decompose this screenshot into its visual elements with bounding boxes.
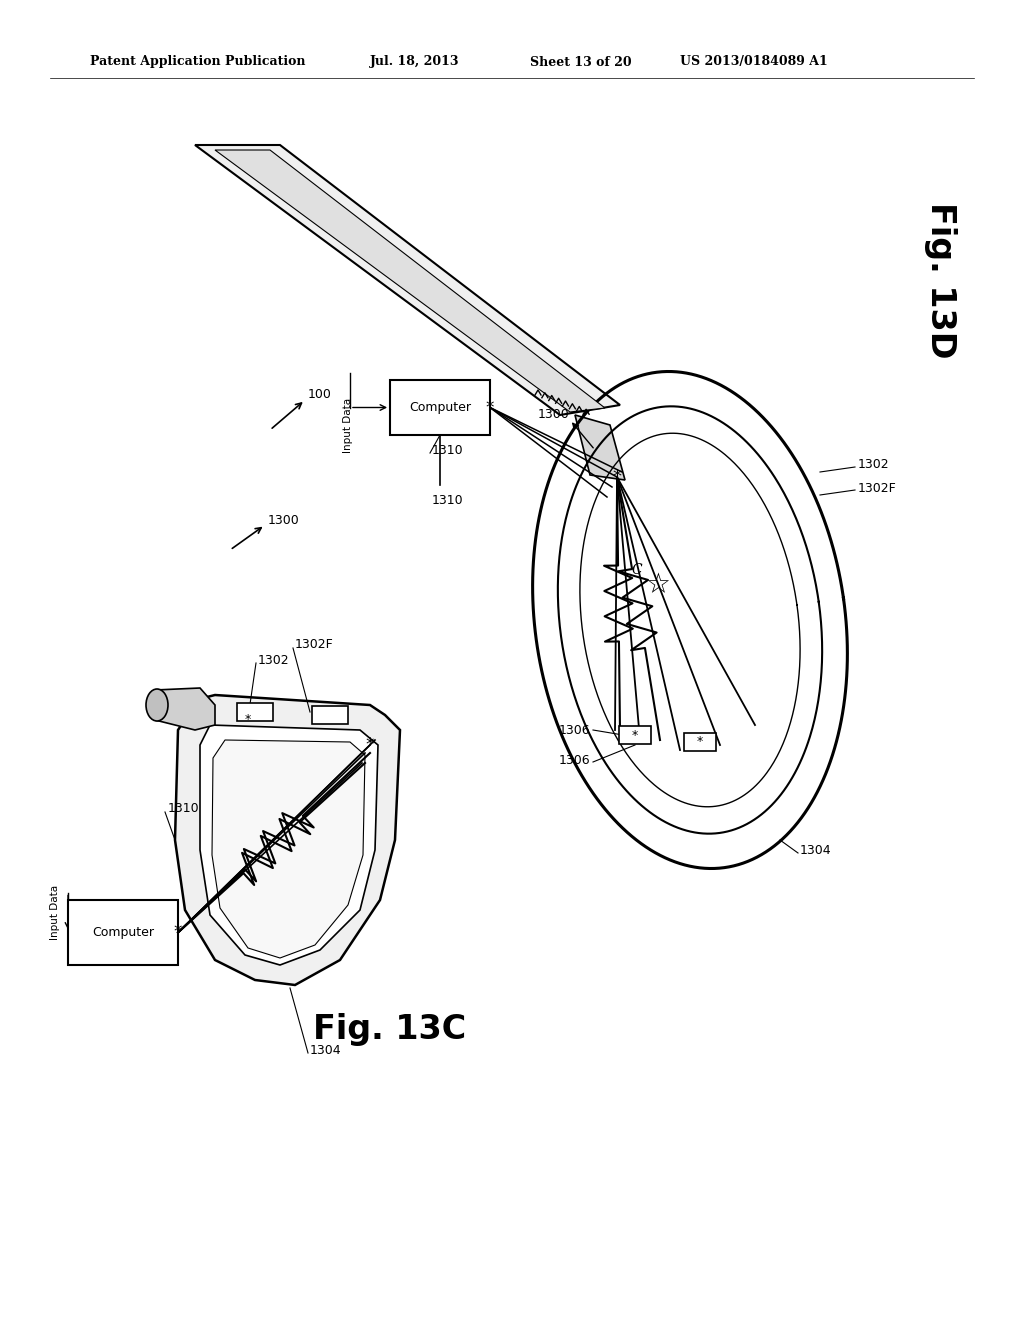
Text: 1302F: 1302F	[858, 482, 897, 495]
Polygon shape	[175, 696, 400, 985]
Text: *: *	[632, 729, 638, 742]
Polygon shape	[155, 688, 215, 730]
Text: Fig. 13C: Fig. 13C	[313, 1014, 467, 1047]
Bar	[390, 380, 490, 436]
Text: 1304: 1304	[310, 1044, 342, 1056]
Polygon shape	[532, 371, 848, 869]
Text: *: *	[612, 469, 622, 486]
Text: 1300: 1300	[268, 513, 300, 527]
Text: Computer: Computer	[92, 927, 154, 939]
Text: 1304: 1304	[800, 843, 831, 857]
Text: US 2013/0184089 A1: US 2013/0184089 A1	[680, 55, 827, 69]
Polygon shape	[215, 150, 605, 412]
Text: Input Data: Input Data	[50, 884, 60, 940]
Text: Fig. 13D: Fig. 13D	[924, 202, 956, 358]
Text: 100: 100	[308, 388, 332, 401]
Text: 1300: 1300	[539, 408, 570, 421]
Text: 1302F: 1302F	[295, 639, 334, 652]
Text: 1310: 1310	[432, 444, 464, 457]
Text: C: C	[632, 564, 642, 577]
Text: Jul. 18, 2013: Jul. 18, 2013	[370, 55, 460, 69]
Text: *: *	[366, 737, 374, 754]
Text: 1310: 1310	[432, 494, 464, 507]
Text: 1306: 1306	[558, 723, 590, 737]
Text: 1302: 1302	[858, 458, 890, 471]
Bar	[312, 706, 348, 723]
Bar	[237, 704, 273, 721]
Text: *: *	[697, 735, 703, 748]
Ellipse shape	[146, 689, 168, 721]
Text: Computer: Computer	[409, 401, 471, 414]
Bar	[618, 726, 651, 744]
Polygon shape	[195, 145, 620, 414]
Bar	[68, 900, 178, 965]
Polygon shape	[212, 741, 365, 958]
Text: Sheet 13 of 20: Sheet 13 of 20	[530, 55, 632, 69]
Text: *: *	[485, 399, 495, 417]
Polygon shape	[575, 414, 625, 480]
Text: *: *	[245, 714, 251, 726]
Text: 1310: 1310	[168, 801, 200, 814]
Text: 1302: 1302	[258, 653, 290, 667]
Text: ☆: ☆	[645, 572, 671, 599]
Text: Input Data: Input Data	[343, 397, 353, 453]
Text: Patent Application Publication: Patent Application Publication	[90, 55, 305, 69]
Text: 1306: 1306	[558, 754, 590, 767]
Polygon shape	[200, 725, 378, 965]
Text: *: *	[174, 924, 182, 941]
Bar	[684, 733, 716, 751]
